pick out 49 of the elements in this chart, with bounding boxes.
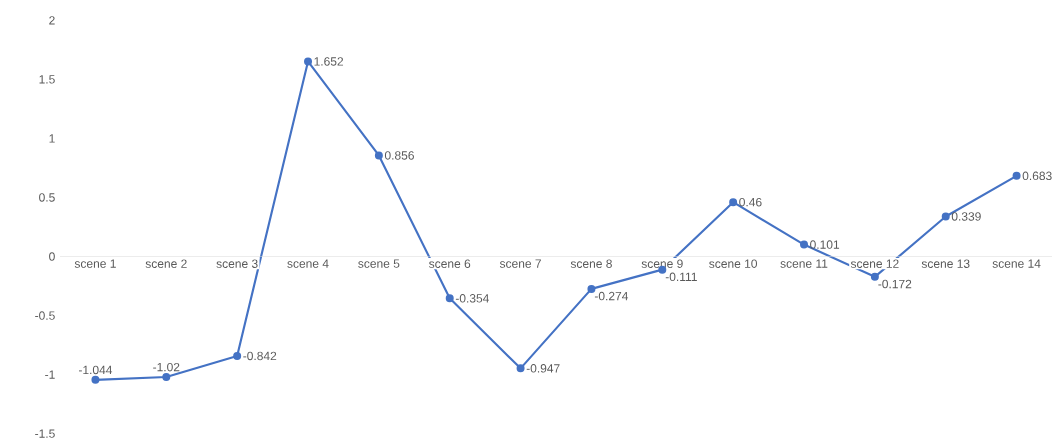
point (587, 284, 596, 293)
point (941, 212, 950, 221)
x-tick-label: scene 1 (74, 259, 116, 268)
point (729, 198, 738, 207)
x-tick-label: scene 3 (216, 259, 258, 268)
x-tick-label: scene 6 (429, 259, 471, 268)
y-tick-label: -1 (45, 370, 55, 379)
point (304, 57, 313, 66)
x-tick-label: scene 10 (709, 259, 758, 268)
data-label: 1.652 (314, 57, 344, 66)
data-label: -0.274 (594, 291, 629, 301)
y-tick-label: -1.5 (35, 429, 55, 438)
y-tick-label: -0.5 (35, 311, 55, 320)
data-label: -1.044 (78, 365, 113, 375)
y-tick-label: 0.5 (39, 193, 55, 202)
y-tick-label: 1 (49, 134, 55, 143)
point (91, 375, 100, 384)
y-tick-label: 1.5 (39, 75, 55, 84)
data-label: -1.02 (153, 362, 180, 372)
point (233, 351, 242, 360)
data-label: 0.339 (951, 212, 981, 221)
y-tick-label: 2 (49, 16, 55, 25)
y-tick-label: 0 (49, 252, 55, 261)
x-tick-label: scene 11 (780, 259, 828, 268)
point (516, 364, 525, 373)
data-label: 0.856 (384, 151, 414, 160)
x-tick-label: scene 5 (358, 259, 400, 268)
data-label: -0.842 (243, 351, 277, 361)
data-label: 0.101 (810, 240, 840, 249)
x-tick-label: scene 9 (641, 259, 683, 268)
x-tick-label: scene 14 (992, 259, 1041, 268)
point (800, 240, 809, 249)
point (1012, 171, 1021, 180)
data-label: 0.683 (1022, 171, 1052, 181)
data-label: -0.172 (878, 279, 912, 289)
x-tick-label: scene 12 (850, 259, 899, 268)
data-label: 0.46 (739, 197, 762, 207)
x-tick-label: scene 7 (499, 259, 541, 268)
data-label: -0.354 (455, 294, 489, 303)
x-tick-label: scene 4 (287, 259, 329, 268)
point (374, 151, 383, 160)
data-label: -0.111 (665, 272, 697, 282)
data-label: -0.947 (526, 364, 560, 373)
x-tick-label: scene 13 (921, 259, 970, 268)
point (445, 294, 454, 303)
point (162, 372, 171, 381)
x-tick-label: scene 2 (145, 259, 187, 268)
point (870, 272, 879, 281)
x-tick-label: scene 8 (570, 259, 612, 268)
